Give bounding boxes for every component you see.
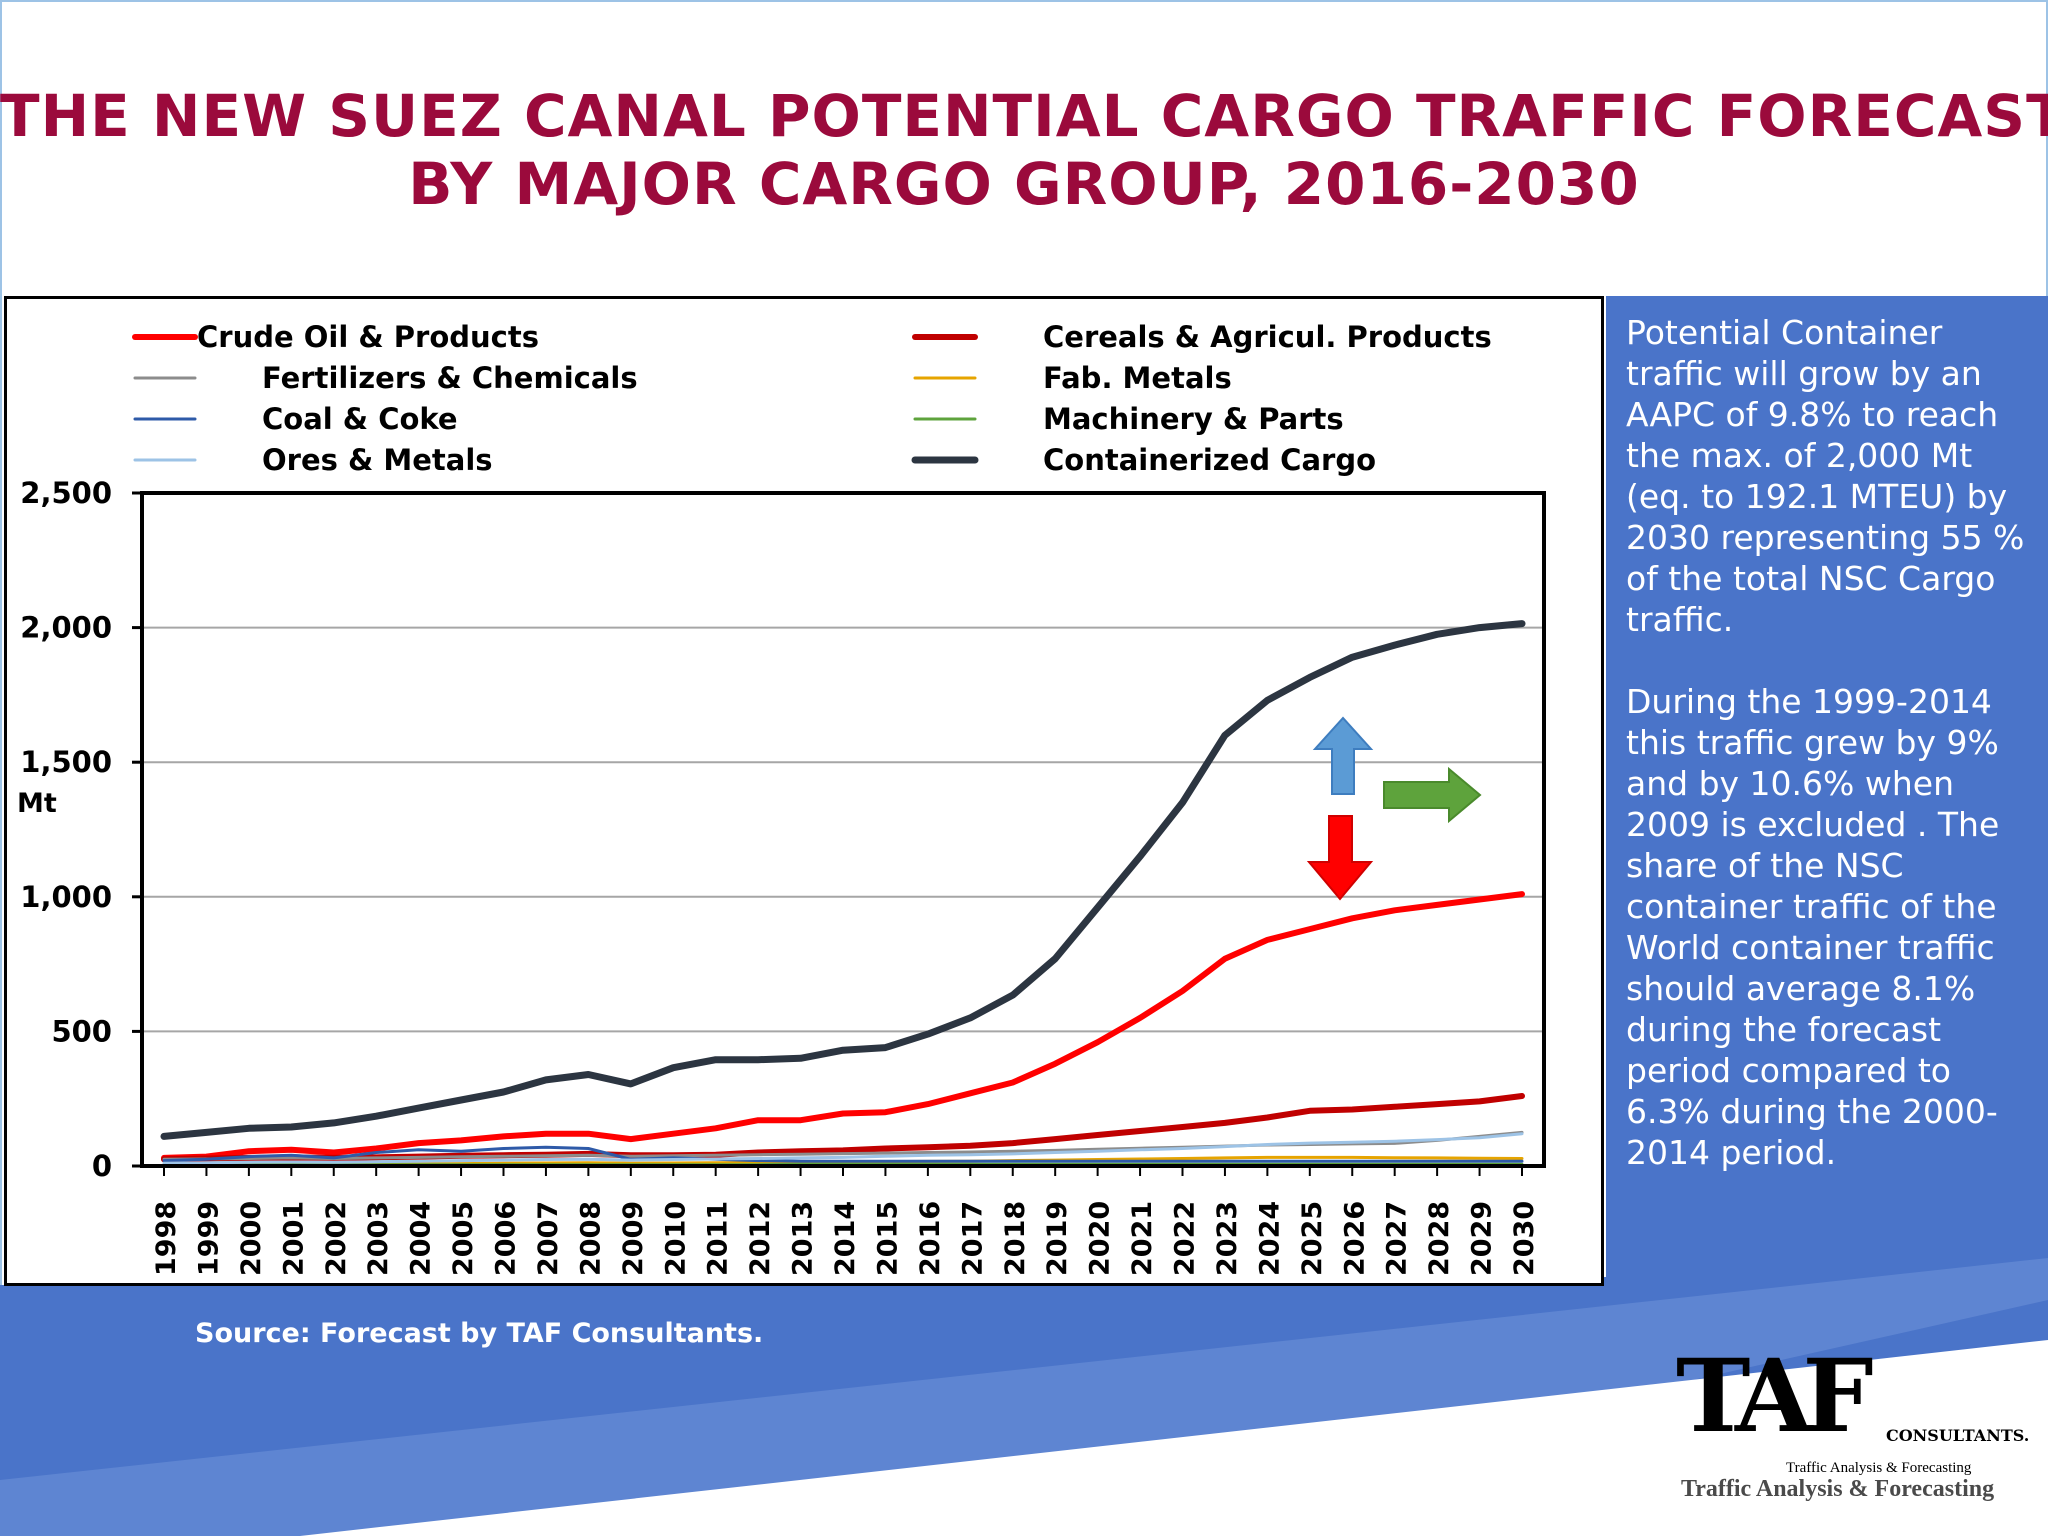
logo-tagline-small: Traffic Analysis & Forecasting	[1786, 1460, 1972, 1476]
light-wedge	[0, 1258, 2048, 1536]
side-commentary: Potential Container traffic will grow by…	[1626, 312, 2031, 1214]
grid	[142, 626, 1544, 1033]
taf-logo: TAF CONSULTANTS. Traffic Analysis & Fore…	[1676, 1337, 2030, 1506]
legend-label: Fertilizers & Chemicals	[262, 361, 638, 395]
arrow-right-icon	[1383, 766, 1482, 824]
x-tick-label: 2000	[236, 1201, 267, 1276]
x-tick-label: 2013	[788, 1201, 819, 1276]
x-tick-label: 2011	[703, 1201, 734, 1276]
logo-mark: TAF	[1676, 1337, 1874, 1455]
line-chart: 0 500 1,000 1,500 2,000 2,500 1998 1999 2000 200…	[17, 320, 1546, 1276]
legend-label: Machinery & Parts	[1043, 402, 1344, 436]
x-tick-label: 2008	[575, 1201, 606, 1276]
series-lines	[160, 620, 1526, 1167]
y-tick-label: 1,500	[20, 745, 112, 779]
x-tick-label: 2025	[1297, 1201, 1328, 1276]
legend-label: Coal & Coke	[262, 402, 458, 436]
x-tick-label: 2028	[1424, 1201, 1455, 1276]
x-tick-label: 2021	[1127, 1201, 1158, 1276]
x-tick-label: 2012	[745, 1201, 776, 1276]
legend: Crude Oil & Products Cereals & Agricul. P…	[132, 320, 1492, 477]
arrow-down-icon	[1306, 815, 1374, 901]
logo-tagline: Traffic Analysis & Forecasting	[1681, 1476, 1995, 1502]
arrow-up-icon	[1312, 716, 1374, 795]
y-tick-label: 2,000	[20, 611, 112, 645]
x-tick-label: 2010	[660, 1201, 691, 1276]
series-line	[160, 620, 1526, 1140]
side-paragraph-1: Potential Container traffic will grow by…	[1626, 313, 2025, 639]
series-line	[162, 1132, 1524, 1165]
y-tick-label: 2,500	[20, 476, 112, 510]
y-tick-label: 500	[51, 1014, 112, 1048]
x-tick-label: 2026	[1339, 1201, 1370, 1276]
legend-label: Ores & Metals	[262, 443, 493, 477]
series-line	[161, 891, 1525, 1161]
x-tick-label: 2027	[1382, 1201, 1413, 1276]
x-tick-label: 2001	[278, 1201, 309, 1276]
x-tick-label: 2002	[321, 1201, 352, 1276]
y-tick-label: 0	[92, 1149, 112, 1183]
x-tick-label: 2005	[448, 1201, 479, 1276]
legend-label: Containerized Cargo	[1043, 443, 1376, 477]
x-tick-label: 2018	[1000, 1201, 1031, 1276]
page-title-line-2: BY MAJOR CARGO GROUP, 2016-2030	[408, 150, 1640, 218]
chart-container: 0 500 1,000 1,500 2,000 2,500 1998 1999 2000 200…	[4, 296, 1604, 1286]
white-wedge	[300, 1340, 2048, 1536]
y-axis-label: Mt	[17, 788, 57, 819]
x-tick-label: 1999	[193, 1201, 224, 1276]
x-tick-label: 2022	[1170, 1201, 1201, 1276]
x-tick-label: 2006	[491, 1201, 522, 1276]
x-tick-label: 2029	[1467, 1201, 1498, 1276]
x-tick-label: 2007	[533, 1201, 564, 1276]
x-tick-label: 1998	[151, 1201, 182, 1276]
x-tick-label: 2017	[957, 1201, 988, 1276]
y-tick-label: 1,000	[20, 880, 112, 914]
series-line	[162, 1145, 1524, 1163]
side-paragraph-2: During the 1999-2014 this traffic grew b…	[1626, 682, 2000, 1172]
x-tick-label: 2016	[915, 1201, 946, 1276]
source-note: Source: Forecast by TAF Consultants.	[195, 1318, 764, 1349]
legend-label: Crude Oil & Products	[197, 320, 539, 354]
x-tick-label: 2014	[830, 1201, 861, 1276]
side-panel	[1606, 296, 2048, 1286]
x-tick-label: 2004	[406, 1201, 437, 1276]
x-tick-label: 2003	[363, 1201, 394, 1276]
x-tick-label: 2009	[618, 1201, 649, 1276]
x-tick-label: 2020	[1085, 1201, 1116, 1276]
legend-label: Cereals & Agricul. Products	[1043, 320, 1492, 354]
x-tick-label: 2019	[1042, 1201, 1073, 1276]
page-title-line-1: THE NEW SUEZ CANAL POTENTIAL CARGO TRAFF…	[0, 82, 2048, 150]
x-axis-ticks: 1998 1999 2000 2001 2002 2003 2004 2005 2006 2007…	[151, 1166, 1540, 1276]
y-axis-ticks: 0 500 1,000 1,500 2,000 2,500	[20, 476, 142, 1183]
x-tick-label: 2023	[1212, 1201, 1243, 1276]
x-tick-label: 2024	[1254, 1201, 1285, 1276]
logo-word: CONSULTANTS.	[1886, 1426, 2030, 1445]
legend-label: Fab. Metals	[1043, 361, 1232, 395]
x-tick-label: 2015	[872, 1201, 903, 1276]
x-tick-label: 2030	[1509, 1201, 1540, 1276]
